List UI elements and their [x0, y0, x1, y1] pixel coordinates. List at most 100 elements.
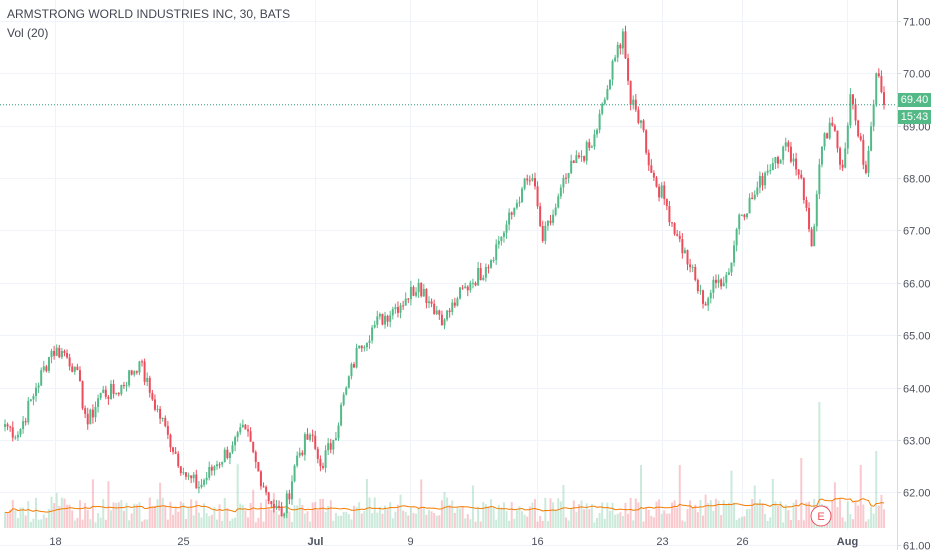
volume-bar — [593, 522, 596, 528]
volume-indicator-label[interactable]: Vol (20) — [7, 26, 49, 40]
volume-bar — [342, 511, 345, 528]
volume-bar — [492, 507, 495, 528]
candle-body — [554, 207, 557, 215]
volume-bar — [864, 521, 867, 528]
volume-bar — [190, 499, 193, 528]
volume-bar — [508, 520, 511, 528]
volume-bar — [378, 506, 381, 528]
volume-bar — [223, 497, 226, 528]
volume-bar — [200, 517, 203, 528]
candle-body — [412, 286, 415, 296]
volume-bar — [459, 508, 462, 528]
volume-bar — [53, 503, 56, 528]
volume-bar — [169, 501, 172, 528]
candle-body — [521, 188, 524, 203]
candle-body — [358, 345, 361, 349]
volume-bar — [655, 501, 658, 528]
candle-body — [373, 324, 376, 328]
candle-body — [172, 447, 175, 452]
candle-body — [769, 170, 772, 172]
volume-bar — [45, 517, 48, 528]
volume-bar — [337, 515, 340, 528]
volume-bar — [565, 517, 568, 528]
volume-bar — [681, 520, 684, 528]
candle-body — [213, 466, 216, 471]
candle-body — [365, 342, 368, 348]
volume-bar — [544, 497, 547, 528]
volume-bar — [350, 519, 353, 528]
volume-bar — [184, 519, 187, 528]
volume-bar — [353, 505, 356, 528]
earnings-marker[interactable]: E — [810, 505, 832, 527]
candle-body — [215, 464, 218, 467]
candle-body — [81, 381, 84, 409]
volume-bar — [107, 481, 110, 528]
price-tick-label: 66.00 — [903, 279, 931, 291]
last-price-badge: 69.40 — [898, 93, 931, 107]
volume-bar — [761, 503, 764, 528]
candle-body — [272, 503, 275, 509]
candle-body — [779, 159, 782, 164]
volume-bar — [252, 489, 255, 528]
candle-body — [280, 506, 283, 517]
candle-body — [404, 298, 407, 306]
volume-bar — [133, 503, 136, 528]
volume-bar — [854, 502, 857, 528]
candle-body — [818, 164, 821, 195]
candle-body — [616, 44, 619, 58]
candle-body — [849, 94, 852, 126]
candle-body — [683, 250, 686, 254]
volume-bar — [177, 511, 180, 528]
candle-body — [771, 163, 774, 171]
candle-body — [877, 73, 880, 77]
candle-body — [27, 400, 30, 423]
candle-body — [552, 214, 555, 223]
volume-bar — [345, 512, 348, 528]
candle-body — [575, 155, 578, 164]
candle-body — [11, 427, 14, 438]
candle-body — [153, 399, 156, 410]
candle-body — [4, 424, 6, 427]
volume-bar — [632, 520, 635, 528]
volume-bar — [120, 500, 123, 528]
volume-bar — [792, 502, 795, 528]
candle-body — [58, 347, 61, 358]
time-to-close-badge: 15:43 — [898, 110, 931, 124]
candle-body — [702, 290, 705, 304]
candle-body — [337, 425, 340, 439]
volume-bar — [203, 503, 206, 528]
candle-body — [541, 226, 544, 241]
candle-body — [247, 429, 250, 432]
candle-body — [727, 272, 730, 275]
price-tick-label: 63.00 — [903, 436, 931, 448]
volume-bar — [179, 501, 182, 528]
volume-bar — [800, 458, 803, 528]
candle-body — [340, 404, 343, 426]
candle-body — [141, 361, 144, 363]
volume-bar — [427, 509, 430, 528]
volume-bar — [213, 507, 216, 528]
time-tick-label: 16 — [531, 536, 543, 548]
candle-body — [19, 429, 22, 435]
candle-body — [309, 434, 312, 440]
candle-body — [265, 486, 268, 493]
candle-body — [689, 264, 692, 268]
candle-body — [671, 222, 674, 224]
candle-body — [319, 458, 322, 467]
volume-bar — [709, 500, 712, 528]
volume-bar — [396, 504, 399, 528]
volume-bar — [296, 505, 299, 528]
candle-body — [115, 392, 118, 394]
candle-body — [128, 370, 131, 386]
volume-bar — [665, 513, 668, 528]
volume-bar — [487, 506, 490, 528]
candle-body — [588, 142, 591, 148]
candle-body — [536, 186, 539, 207]
candle-body — [795, 158, 798, 170]
volume-bar — [515, 510, 518, 528]
volume-bar — [606, 502, 609, 528]
candle-body — [97, 398, 100, 407]
volume-bar — [27, 501, 30, 528]
chart-title[interactable]: ARMSTRONG WORLD INDUSTRIES INC, 30, BATS — [7, 7, 291, 21]
